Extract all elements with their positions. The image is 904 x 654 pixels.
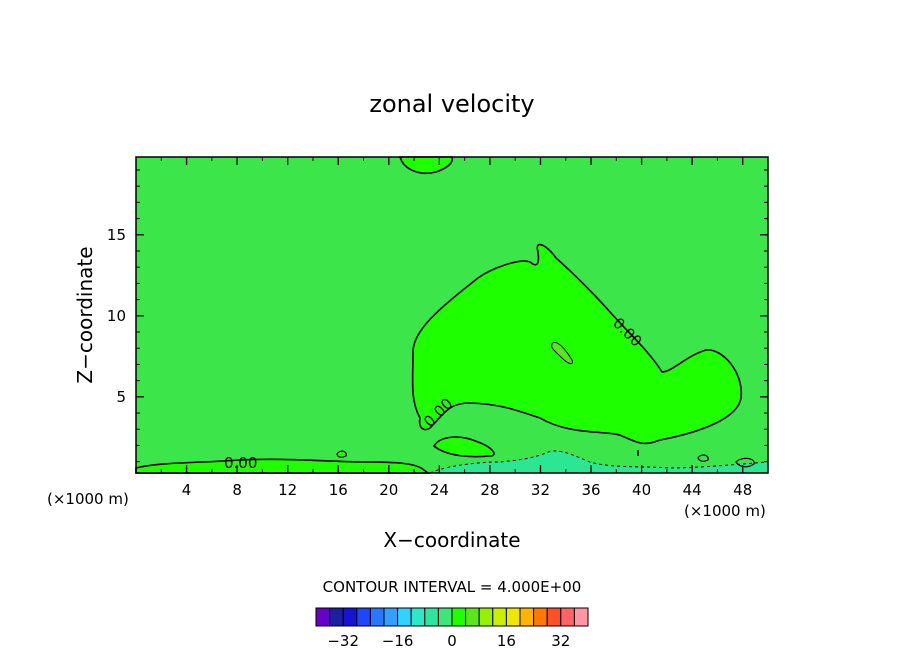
contour-region-lower-island	[432, 436, 495, 458]
colorbar-swatch	[505, 607, 521, 627]
x-tick-label: 36	[581, 481, 600, 499]
contour-small-blob-2	[735, 457, 755, 468]
contour-region-bottom-band	[135, 458, 431, 474]
y-tick-label: 10	[107, 307, 126, 325]
x-unit-label-right: (×1000 m)	[684, 502, 766, 520]
colorbar-swatch	[397, 607, 412, 627]
colorbar-swatch	[546, 607, 562, 627]
colorbar-swatch	[533, 607, 548, 627]
x-tick-label: 44	[683, 481, 702, 499]
colorbar-swatch	[369, 607, 385, 627]
colorbar-tick-labels: −32 −16 0 16 32	[327, 632, 570, 650]
contour-label-1: 0.00	[224, 454, 257, 472]
x-tick-label: 48	[733, 481, 752, 499]
contour-interval-text: CONTOUR INTERVAL = 4.000E+00	[323, 578, 582, 596]
colorbar-swatch	[342, 607, 358, 627]
colorbar-swatch	[478, 607, 494, 627]
colorbar-tick-label: 0	[447, 632, 457, 650]
x-tick-label: 24	[430, 481, 449, 499]
colorbar-tick-label: −32	[327, 632, 359, 650]
colorbar-swatch	[383, 607, 399, 627]
x-tick-label: 32	[531, 481, 550, 499]
contour-inner-ellipse	[551, 342, 573, 365]
y-axis-label: Z−coordinate	[73, 246, 97, 383]
contour-small-blob-1	[697, 454, 709, 462]
x-axis-label: X−coordinate	[383, 528, 520, 552]
chart-title: zonal velocity	[369, 90, 534, 118]
colorbar-swatch	[424, 607, 439, 627]
colorbar-swatch	[451, 607, 467, 627]
colorbar-swatch	[560, 607, 575, 627]
x-tick-label: 12	[278, 481, 297, 499]
colorbar-swatch	[519, 607, 535, 627]
x-tick-label: 4	[182, 481, 192, 499]
x-tick-label: 40	[632, 481, 651, 499]
colorbar-swatch	[492, 607, 507, 627]
colorbar-swatch	[465, 607, 480, 627]
contour-small-blob-3	[336, 450, 347, 458]
colorbar-tick-label: 32	[551, 632, 570, 650]
colorbar	[315, 607, 589, 627]
y-tick-label: 5	[116, 388, 126, 406]
plot-frame	[135, 156, 769, 474]
colorbar-tick-label: −16	[382, 632, 414, 650]
colorbar-tick-label: 16	[497, 632, 516, 650]
x-tick-label: 8	[232, 481, 242, 499]
x-tick-label: 16	[329, 481, 348, 499]
contour-region-negative-bottom	[429, 450, 769, 474]
contour-region-positive-bulge	[411, 243, 742, 445]
plot-area: 0.00 0.00 0.00	[135, 156, 769, 474]
y-tick-label: 15	[107, 226, 126, 244]
colorbar-swatch	[329, 607, 344, 627]
colorbar-swatch	[356, 607, 371, 627]
colorbar-swatch	[573, 607, 589, 627]
y-axis-ticks: 5 10 15	[107, 169, 768, 463]
x-axis-ticks: 4 8 12 16 20 24 28 32 36 40 44 48	[160, 157, 752, 499]
x-tick-label: 20	[379, 481, 398, 499]
colorbar-swatch	[315, 607, 331, 627]
x-tick-label: 28	[480, 481, 499, 499]
x-unit-label-left: (×1000 m)	[47, 490, 129, 508]
colorbar-swatch	[437, 607, 453, 627]
colorbar-swatch	[410, 607, 426, 627]
